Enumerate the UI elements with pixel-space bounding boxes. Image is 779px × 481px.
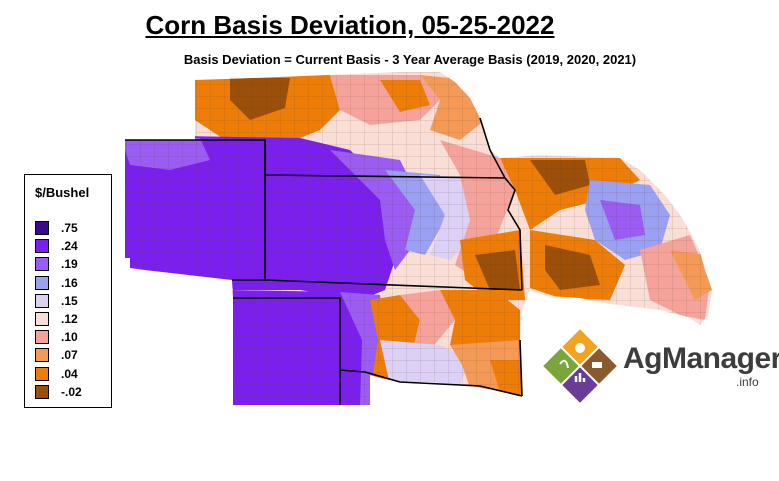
legend-swatch	[35, 348, 49, 363]
legend-swatch	[35, 293, 49, 308]
agmanager-logo-icon	[543, 329, 617, 403]
legend: $/Bushel .75 .24 .19 .16 .15 .12 .10 .07 .04 -.02	[24, 174, 112, 408]
legend-label: .75	[61, 221, 78, 235]
legend-swatch	[35, 384, 49, 399]
state-borders	[125, 117, 523, 405]
logo-name: AgManager	[623, 342, 779, 375]
legend-label: .12	[61, 312, 78, 326]
legend-swatch	[35, 257, 49, 272]
logo-suffix: .info	[736, 375, 759, 389]
legend-swatch	[35, 330, 49, 345]
agmanager-logo: AgManager .info	[540, 326, 779, 406]
legend-label: .10	[61, 330, 78, 345]
legend-label: .07	[61, 348, 78, 363]
legend-swatch	[35, 366, 49, 381]
legend-label: .15	[61, 293, 78, 308]
legend-swatch	[35, 312, 49, 326]
legend-swatch	[35, 275, 49, 290]
legend-title: $/Bushel	[35, 185, 90, 200]
legend-label: .24	[61, 239, 78, 254]
legend-label: .19	[61, 257, 78, 272]
map-subtitle: Basis Deviation = Current Basis - 3 Year…	[183, 52, 637, 67]
legend-label: -.02	[61, 384, 82, 399]
legend-swatch	[35, 221, 49, 235]
legend-label: .04	[61, 366, 78, 381]
legend-swatch	[35, 239, 49, 254]
legend-label: .16	[61, 275, 78, 290]
map-title: Corn Basis Deviation, 05-25-2022	[145, 10, 555, 40]
